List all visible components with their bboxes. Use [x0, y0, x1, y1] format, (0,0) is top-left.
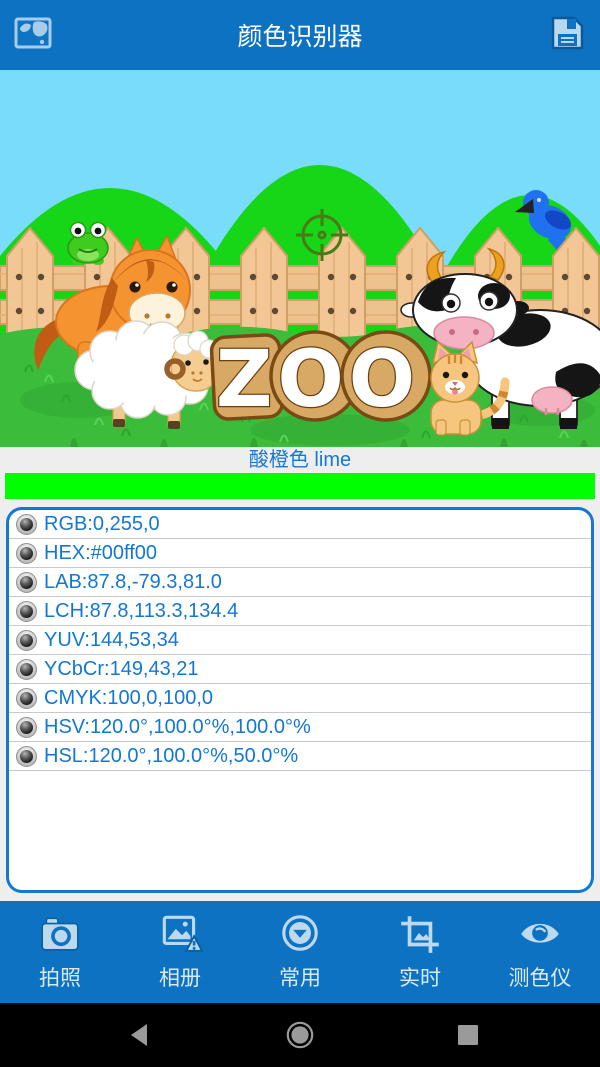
orb-button-icon — [16, 687, 37, 709]
nav-item-common-colors[interactable]: 常用 — [240, 901, 360, 1003]
nav-label: 实时 — [399, 967, 441, 990]
grass-tufts — [70, 438, 588, 447]
cow-illustration — [400, 247, 600, 429]
color-name-label: 酸橙色 lime — [248, 449, 352, 471]
color-values-card: RGB:0,255,0 HEX:#00ff00 LAB:87.8,-79.3,8… — [6, 507, 594, 893]
color-value-row-cmyk[interactable]: CMYK:100,0,100,0 — [9, 684, 591, 713]
gallery-button[interactable] — [12, 14, 54, 56]
orb-button-icon — [16, 600, 37, 622]
nav-item-colorimeter[interactable]: 测色仪 — [480, 901, 600, 1003]
zoo-logo: ZOO — [209, 330, 432, 426]
album-warning-icon — [157, 912, 204, 959]
nav-label: 拍照 — [39, 967, 81, 990]
color-value-row-ycbcr[interactable]: YCbCr:149,43,21 — [9, 655, 591, 684]
orb-button-icon — [16, 513, 37, 535]
color-value-row-hex[interactable]: HEX:#00ff00 — [9, 539, 591, 568]
zoo-logo-text: ZOO — [216, 335, 420, 425]
orb-button-icon — [16, 542, 37, 564]
orb-button-icon — [16, 745, 37, 767]
orb-button-icon — [16, 629, 37, 651]
home-button[interactable] — [286, 1021, 314, 1049]
nav-label: 测色仪 — [508, 967, 572, 990]
realtime-crop-icon — [397, 912, 443, 959]
android-system-bar — [0, 1003, 600, 1067]
common-colors-dropdown-icon — [277, 912, 323, 959]
orb-button-icon — [16, 658, 37, 680]
recents-button[interactable] — [454, 1021, 482, 1049]
color-swatch — [5, 473, 595, 499]
save-button[interactable] — [546, 14, 588, 56]
color-value-row-yuv[interactable]: YUV:144,53,34 — [9, 626, 591, 655]
colorimeter-eye-icon — [517, 912, 563, 959]
nav-label: 相册 — [159, 967, 201, 990]
gallery-globe-icon — [13, 13, 53, 58]
color-value-row-rgb[interactable]: RGB:0,255,0 — [9, 510, 591, 539]
back-icon — [126, 1024, 154, 1053]
color-value-row-lch[interactable]: LCH:87.8,113.3,134.4 — [9, 597, 591, 626]
back-button[interactable] — [126, 1021, 154, 1049]
nav-item-realtime[interactable]: 实时 — [360, 901, 480, 1003]
frog-illustration — [67, 221, 109, 265]
crosshair-reticle-icon — [296, 209, 348, 261]
result-section: 酸橙色 lime RGB:0,255,0 HEX:#00ff00 LAB:87.… — [0, 447, 600, 901]
app-bar: 颜色识别器 — [0, 0, 600, 70]
nav-item-album[interactable]: 相册 — [120, 901, 240, 1003]
nav-label: 常用 — [279, 967, 321, 990]
save-icon — [547, 13, 587, 58]
zoo-picker-image[interactable]: ZOO — [0, 70, 600, 447]
page-title: 颜色识别器 — [237, 23, 363, 51]
nav-item-take-photo[interactable]: 拍照 — [0, 901, 120, 1003]
camera-icon — [37, 912, 83, 959]
home-icon — [286, 1021, 314, 1053]
orb-button-icon — [16, 716, 37, 738]
recents-icon — [454, 1025, 482, 1053]
color-value-row-hsv[interactable]: HSV:120.0°,100.0°%,100.0°% — [9, 713, 591, 742]
cat-illustration — [430, 340, 510, 436]
color-value-row-hsl[interactable]: HSL:120.0°,100.0°%,50.0°% — [9, 742, 591, 771]
orb-button-icon — [16, 571, 37, 593]
bottom-toolbar: 拍照 相册 — [0, 901, 600, 1003]
sheep-illustration — [74, 320, 230, 429]
color-value-row-lab[interactable]: LAB:87.8,-79.3,81.0 — [9, 568, 591, 597]
